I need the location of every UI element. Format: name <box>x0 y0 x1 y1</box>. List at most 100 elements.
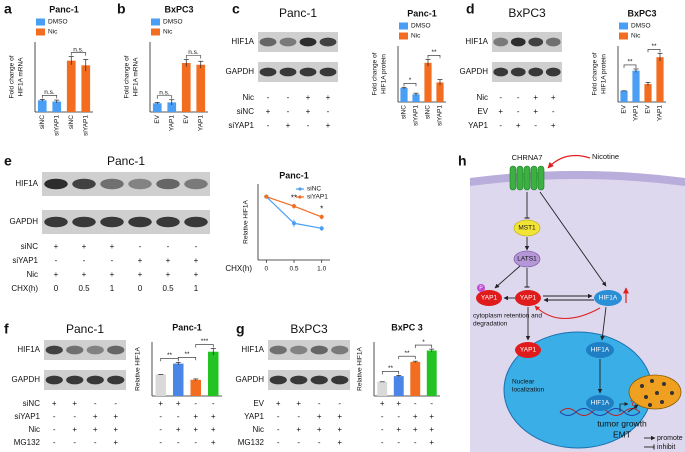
blot-band <box>86 375 104 385</box>
row-label: YAP1 <box>468 121 488 130</box>
condition-sign: + <box>194 256 199 265</box>
significance-label: n.s. <box>159 89 170 96</box>
blot-band <box>156 178 180 190</box>
condition-sign: 0.5 <box>162 284 174 293</box>
condition-sign: - <box>318 399 321 408</box>
significance-label: ** <box>431 49 437 56</box>
condition-sign: - <box>307 121 310 130</box>
x-tick-label: YAP1 <box>657 105 664 122</box>
blot-title: BxPC3 <box>508 6 546 20</box>
y-axis-label: Relative HIF1A <box>135 346 142 390</box>
blot-band <box>331 375 349 385</box>
x-tick-label: siNC <box>401 105 408 119</box>
condition-sign: + <box>326 93 331 102</box>
condition-sign: - <box>381 412 384 421</box>
blot-background <box>492 62 562 82</box>
condition-sign: - <box>111 256 114 265</box>
significance-bracket <box>195 344 214 348</box>
x-axis-label: CHX(h) <box>225 264 252 273</box>
legend-label: siYAP1 <box>307 194 328 201</box>
hif1a-dna-label: HIF1A <box>591 400 610 407</box>
blot-band <box>310 375 328 385</box>
condition-sign: + <box>413 412 418 421</box>
legend-label: Nic <box>411 33 421 40</box>
condition-sign: + <box>113 438 118 447</box>
bar <box>426 350 437 396</box>
condition-sign: + <box>337 412 342 421</box>
bar <box>66 60 76 112</box>
legend-label: DMSO <box>48 19 68 26</box>
condition-sign: + <box>52 399 57 408</box>
condition-sign: + <box>413 425 418 434</box>
blot-band <box>279 67 297 77</box>
significance-label: ** <box>388 365 394 372</box>
panel-letter: b <box>117 1 126 17</box>
blot-band <box>310 345 328 355</box>
bar <box>196 64 206 112</box>
significance-label: n.s. <box>44 89 55 96</box>
condition-sign: + <box>211 425 216 434</box>
bar <box>152 103 162 112</box>
transcription-arrow <box>619 402 629 412</box>
row-label: Nic <box>26 270 38 279</box>
phospho-node <box>477 284 485 292</box>
row-label: MG132 <box>238 438 265 447</box>
chart-title: Panc-1 <box>172 322 202 332</box>
condition-sign: - <box>267 121 270 130</box>
x-tick-label: siYAP1 <box>437 105 444 126</box>
row-label: siNC <box>21 242 39 251</box>
condition-sign: - <box>94 438 97 447</box>
receptor-unit <box>516 165 524 191</box>
tumor-cell <box>670 391 674 395</box>
condition-sign: + <box>176 425 181 434</box>
hif1a-label: HIF1A <box>599 295 618 302</box>
condition-sign: - <box>114 399 117 408</box>
row-label: siYAP1 <box>14 412 40 421</box>
bar <box>393 376 404 396</box>
lats1-node <box>513 250 541 268</box>
tumor-cell <box>644 395 648 399</box>
blot-band <box>44 216 68 228</box>
bar <box>377 381 388 396</box>
dna <box>559 408 641 416</box>
condition-sign: + <box>193 425 198 434</box>
blot-band <box>493 67 509 77</box>
band-label: GAPDH <box>460 67 489 76</box>
point <box>319 214 324 219</box>
legend-label: DMSO <box>631 23 651 30</box>
x-tick-label: siYAP1 <box>53 115 60 136</box>
condition-sign: + <box>317 425 322 434</box>
significance-label: ** <box>167 352 173 359</box>
condition-sign: + <box>533 107 538 116</box>
significance-bracket <box>381 371 400 375</box>
condition-sign: - <box>159 412 162 421</box>
tumor-cell <box>662 382 666 386</box>
condition-sign: + <box>551 93 556 102</box>
chart-title: BxPC 3 <box>391 322 423 332</box>
bar <box>412 94 420 102</box>
blot-band <box>72 216 96 228</box>
band-label: GAPDH <box>226 67 255 76</box>
chart-title: Panc-1 <box>407 8 437 18</box>
blot-band <box>128 178 152 190</box>
condition-sign: - <box>94 399 97 408</box>
chart-title: BxPC3 <box>164 4 193 14</box>
significance-bracket <box>156 95 173 99</box>
bar <box>37 100 47 112</box>
blot-band <box>510 67 526 77</box>
mst1-node <box>513 219 541 237</box>
condition-sign: + <box>138 270 143 279</box>
condition-sign: + <box>110 270 115 279</box>
bar <box>155 374 166 396</box>
condition-sign: 0 <box>138 284 143 293</box>
condition-sign: + <box>82 242 87 251</box>
condition-sign: - <box>212 399 215 408</box>
y-axis-label: Fold change of <box>9 55 16 98</box>
x-tick-label: siYAP1 <box>82 115 89 136</box>
condition-sign: - <box>414 438 417 447</box>
significance-bracket <box>70 52 87 56</box>
legend-swatch <box>151 18 160 26</box>
condition-sign: - <box>159 425 162 434</box>
row-label: CHX(h) <box>11 284 38 293</box>
row-label: EV <box>253 399 264 408</box>
